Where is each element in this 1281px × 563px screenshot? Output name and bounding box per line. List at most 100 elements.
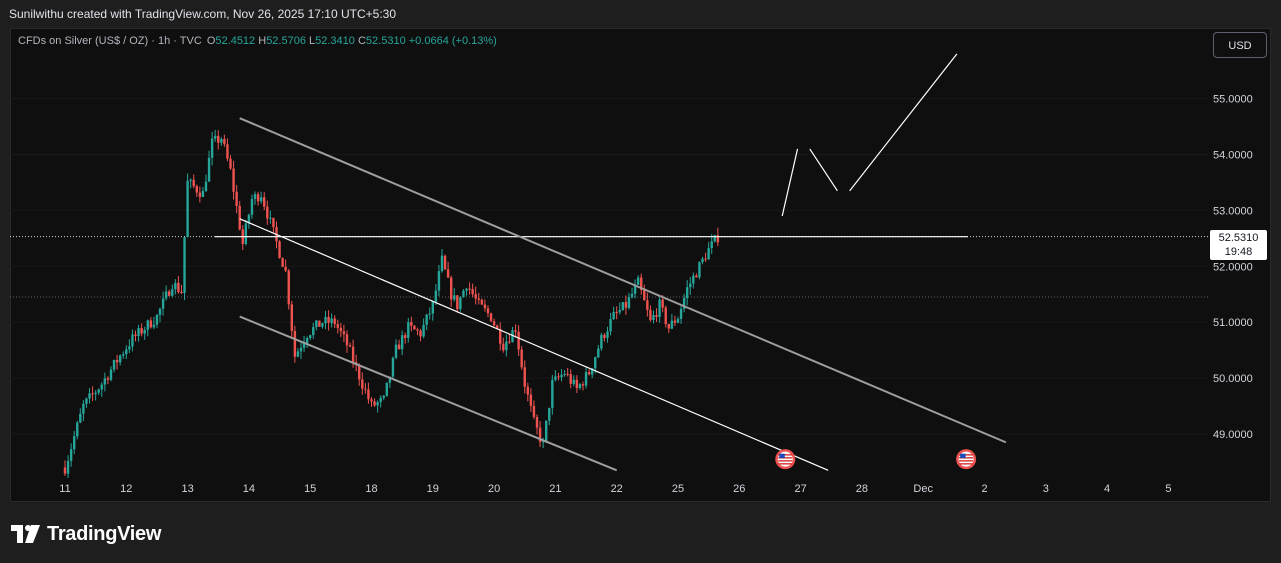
x-tick-label: 2 [981, 483, 987, 495]
candle-body [189, 179, 192, 181]
price-axis[interactable]: 49.0000 50.0000 51.0000 52.0000 53.0000 54.00… [1213, 94, 1253, 441]
candle-body [514, 330, 517, 332]
candle-body [554, 376, 557, 380]
candle-body [299, 347, 303, 352]
candle-body [284, 266, 287, 271]
candle-body [477, 298, 480, 300]
horizontal-levels [10, 236, 1210, 298]
y-tick-label: 54.0000 [1213, 150, 1253, 162]
candle-body [128, 346, 131, 350]
candle-body [682, 297, 686, 309]
candle-body [122, 354, 125, 356]
trend-drawings[interactable] [215, 53, 1007, 472]
candle-body [296, 351, 300, 357]
candle-body [471, 289, 474, 295]
event-flag-stripe [959, 460, 974, 462]
tradingview-brand[interactable]: TradingView [11, 521, 161, 547]
candle-body [161, 298, 165, 309]
x-tick-label: 28 [856, 483, 868, 495]
chart-pane[interactable] [10, 28, 1271, 502]
candle-body [223, 138, 226, 145]
x-tick-label: 14 [243, 483, 255, 495]
candle-body [578, 384, 582, 389]
candle-body [253, 194, 257, 199]
event-flag-stripe [778, 457, 793, 459]
candle-body [646, 300, 649, 310]
candle-body [278, 241, 281, 259]
candle-body [250, 198, 254, 215]
candle-body [670, 320, 674, 329]
candle-body [204, 181, 208, 191]
candle-body [207, 157, 211, 182]
event-flag-stripe [959, 463, 974, 465]
candle-body [94, 392, 97, 394]
candle-body [627, 297, 631, 308]
candle-body [508, 341, 511, 343]
candle-body [545, 420, 548, 442]
us-flag-event-icon[interactable] [956, 449, 977, 470]
candle-body [575, 379, 579, 389]
candle-body [652, 315, 655, 320]
candle-body [152, 324, 156, 328]
candle-body [499, 328, 502, 344]
candle-body [636, 277, 640, 285]
candle-body [348, 345, 352, 347]
candle-body [140, 327, 143, 334]
candlestick-chart[interactable]: 49.0000 50.0000 51.0000 52.0000 53.0000 54.00… [10, 28, 1271, 502]
candle-body [143, 329, 146, 334]
candle-body [517, 331, 520, 350]
channel-upper-line [239, 117, 1007, 444]
candle-body [440, 255, 444, 272]
candle-body [256, 194, 260, 202]
event-flag-stripe [778, 460, 793, 462]
candle-body [425, 314, 428, 325]
candle-body [263, 197, 266, 207]
us-flag-event-icon[interactable] [775, 449, 796, 470]
candle-body [581, 384, 585, 386]
candle-body [563, 373, 566, 375]
candle-body [358, 365, 361, 380]
candle-body [446, 269, 450, 278]
candle-body [229, 158, 232, 169]
candle-body [302, 343, 306, 348]
candle-body [361, 379, 364, 389]
event-flag-stripe [959, 457, 974, 459]
candle-body [468, 288, 471, 290]
candle-body [186, 180, 189, 238]
channel-lower-line [239, 315, 618, 472]
candle-body [238, 205, 241, 230]
candle-body [600, 334, 603, 349]
candle-body [649, 309, 652, 320]
candle-body [293, 330, 297, 357]
candle-body [112, 360, 116, 370]
candle-body [557, 376, 560, 378]
candle-body [526, 386, 530, 395]
candle-body [400, 335, 404, 350]
x-tick-label: 5 [1165, 483, 1171, 495]
candle-body [259, 197, 263, 202]
candle-body [137, 327, 140, 336]
time-axis[interactable]: 11 12 13 14 15 18 19 20 21 22 25 26 27 28 Dec 2 3 4 5 [59, 483, 1171, 495]
candle-body [177, 282, 180, 292]
candle-body [643, 289, 646, 301]
candle-body [379, 397, 382, 403]
candle-body [489, 313, 493, 322]
candle-body [407, 322, 410, 338]
currency-button[interactable]: USD [1213, 32, 1267, 58]
event-markers[interactable] [775, 449, 977, 470]
x-tick-label: 25 [672, 483, 684, 495]
candle-body [171, 289, 174, 296]
candle-body [695, 275, 698, 278]
candle-body [624, 302, 628, 308]
candle-body [244, 223, 248, 244]
x-tick-label: 15 [304, 483, 316, 495]
candle-body [281, 258, 284, 267]
candle-body [164, 291, 168, 299]
candle-body [713, 235, 716, 242]
candle-body [309, 335, 312, 339]
candle-body [462, 290, 465, 298]
candle-body [333, 318, 336, 325]
x-tick-label: 3 [1043, 483, 1049, 495]
candle-body [621, 302, 625, 311]
candle-body [198, 192, 202, 197]
